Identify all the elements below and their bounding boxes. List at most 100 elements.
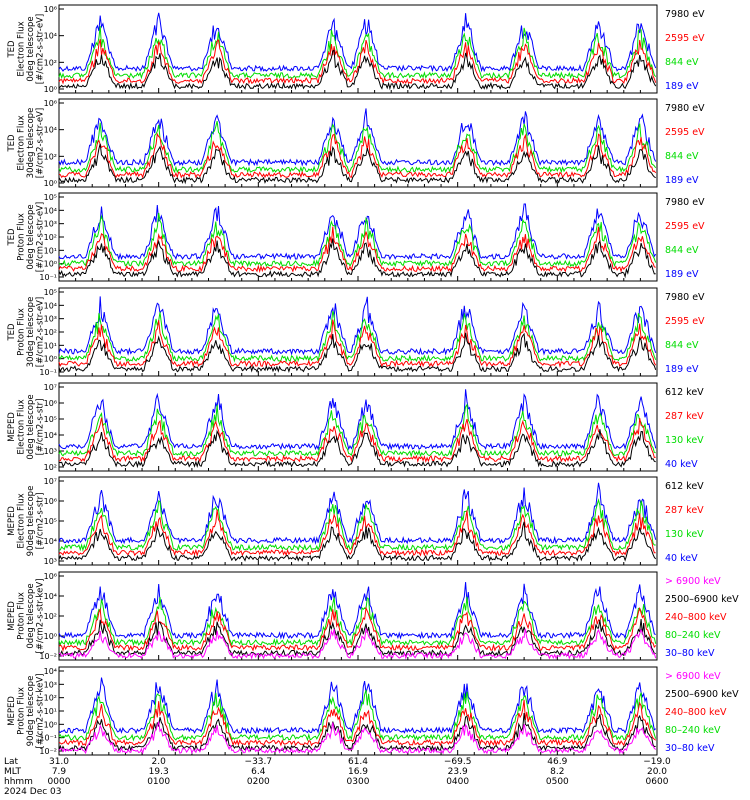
y-tick-label: 10² [44,328,57,337]
x-tick-lat: −69.5 [444,757,472,767]
y-axis-label-line: [#/cm2-s-str-keV] [36,674,46,749]
y-axis-label-line: 0deg telescope [26,394,36,459]
x-tick-hhmm: 0100 [147,777,170,787]
y-tick-label: 10⁵ [44,517,57,526]
x-tick-hhmm: 0000 [48,777,71,787]
series-trace [58,498,656,552]
y-tick-label: 10⁵ [44,415,57,424]
y-tick-label: 10⁶ [44,99,57,108]
legend-entry: 612 keV [665,481,704,492]
y-axis-label-line: MEPED [7,506,17,536]
y-axis-label: MEPEDProton Flux0deg telescope[#/cm2-s-s… [7,579,46,654]
y-tick-label: 10¹ [44,246,57,255]
x-tick-hhmm: 0300 [347,777,370,787]
y-axis-label-line: Electron Flux [17,493,27,548]
x-tick-lat: −19.0 [643,757,671,767]
series-trace [58,132,657,179]
legend-entry: 2595 eV [665,316,705,327]
y-tick-label: 10¹ [44,707,57,716]
x-axis-row-label: MLT [4,767,22,777]
y-axis-label-line: [#/cm2-s-str-eV] [36,202,46,272]
y-tick-label: 10² [44,612,57,621]
x-tick-mlt: 7.9 [52,767,67,777]
y-tick-label: 10⁴ [44,126,57,135]
y-tick-label: 10³ [44,220,57,229]
y-tick-label: 10⁰ [44,720,57,729]
y-tick-label: 10⁰ [44,355,57,364]
y-axis-label-line: 0deg telescope [26,583,36,648]
series-trace [58,12,657,73]
series-trace [58,108,657,167]
y-axis-label-line: TED [7,323,17,342]
series-trace [58,720,657,755]
legend-entry: 80–240 keV [665,630,721,641]
series-trace [58,596,657,647]
y-tick-label: 10⁻¹ [39,734,57,743]
y-axis-label: MEPEDElectron Flux90deg telescope[#/cm2-… [7,486,46,557]
y-axis-label-line: [#/cm2-s-str-eV] [36,108,46,178]
y-tick-label: 10² [44,463,57,472]
series-trace [58,319,657,369]
y-tick-label: 10⁴ [44,537,57,546]
x-tick-hhmm: 0400 [446,777,469,787]
y-axis-label-line: 30deg telescope [26,108,36,179]
legend-entry: 844 eV [665,340,699,351]
series-trace [58,143,656,185]
y-tick-label: 10² [44,58,57,67]
y-tick-label: 10² [44,233,57,242]
x-axis-row-label: Lat [4,757,19,767]
series-trace [58,509,656,558]
series-trace [58,49,657,91]
y-axis-label: TEDProton Flux30deg telescope[#/cm2-s-st… [7,297,46,368]
y-axis-label-line: [#/cm2-s-str-keV] [36,579,46,654]
y-axis-label-line: TED [7,40,17,59]
legend-entry: 844 eV [665,151,699,162]
y-axis-label-line: 0deg telescope [26,16,36,81]
y-axis-label-line: MEPED [7,696,17,726]
series-trace [59,417,656,464]
series-trace [58,212,657,268]
y-axis-label-line: Proton Flux [17,687,27,735]
x-tick-mlt: 6.4 [251,767,266,777]
y-tick-label: 10² [44,694,57,703]
series-trace [58,120,657,174]
y-tick-label: 10¹ [44,341,57,350]
x-tick-lat: 46.9 [547,757,567,767]
x-tick-mlt: 16.9 [348,767,368,777]
x-tick-mlt: 20.0 [647,767,667,777]
legend-entry: 2595 eV [665,221,705,232]
legend-entry: 844 eV [665,245,699,256]
y-axis-label-line: 90deg telescope [26,486,36,557]
y-axis-label-line: Electron Flux [17,21,27,76]
legend-entry: 240–800 keV [665,612,727,623]
legend-entry: 189 eV [665,81,699,92]
y-axis-label-line: [#/cm2-s-str] [36,493,46,550]
y-axis-label-line: [#/cm2-s-str-eV] [36,14,46,84]
y-axis-label-line: TED [7,134,17,153]
series-trace [58,521,657,562]
legend-entry: 287 keV [665,505,704,516]
series-trace [58,618,656,658]
y-tick-label: 10⁵ [44,288,57,297]
y-axis-label-line: [#/cm2-s-str-eV] [36,297,46,367]
y-tick-label: 10⁰ [44,632,57,641]
legend-entry: 189 eV [665,364,699,375]
x-tick-mlt: 8.2 [550,767,564,777]
legend-entry: 7980 eV [665,197,705,208]
y-tick-label: 10⁻² [39,652,57,661]
legend-entry: 2595 eV [665,127,705,138]
y-axis-label-line: Proton Flux [17,213,27,261]
legend-entry: > 6900 keV [665,671,721,682]
legend-entry: 7980 eV [665,103,705,114]
series-trace [58,226,656,274]
legend-entry: 2500–6900 keV [665,689,739,700]
